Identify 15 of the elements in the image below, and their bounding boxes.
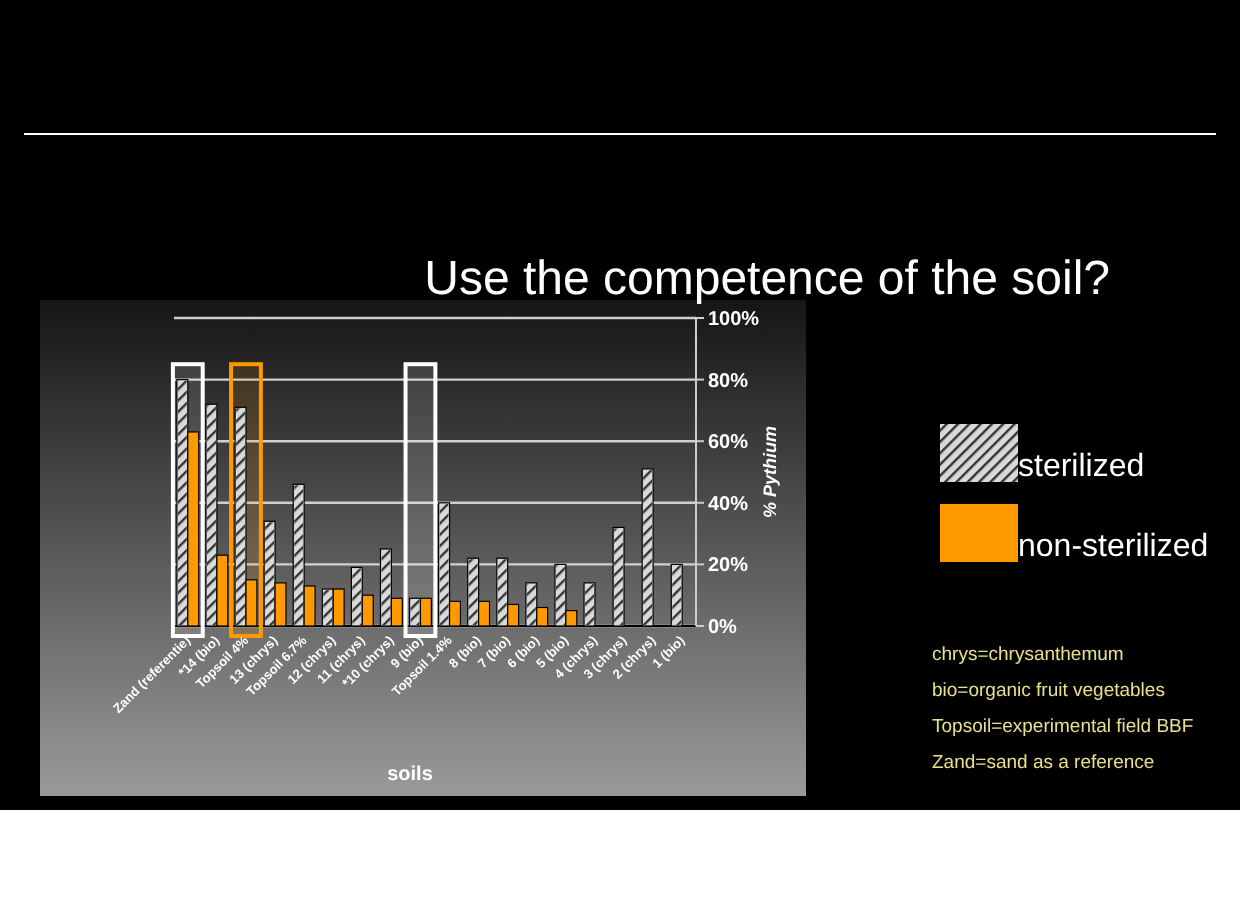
legend-label: non-sterilized xyxy=(1018,530,1209,564)
text: bio=organic fruit vegetables xyxy=(932,680,1166,702)
y-tick-label: 60% xyxy=(708,432,749,455)
text: chrys=chrysanthemum xyxy=(932,644,1124,666)
text: sterilized xyxy=(1018,450,1145,484)
y-tick-label: 100% xyxy=(708,309,760,331)
y-axis-title: % Pythium xyxy=(760,425,780,519)
y-tick-label: 40% xyxy=(708,493,749,516)
text: Zand=sand as a reference xyxy=(932,752,1155,774)
text: Topsoil=experimental field BBF xyxy=(932,716,1194,738)
y-tick-label: 80% xyxy=(708,370,749,393)
y-tick-label: 0% xyxy=(708,617,738,639)
x-axis-title: soils xyxy=(387,764,434,786)
chart-title: Use the competence of the soil? xyxy=(424,252,1110,306)
y-tick-label: 20% xyxy=(708,555,749,578)
